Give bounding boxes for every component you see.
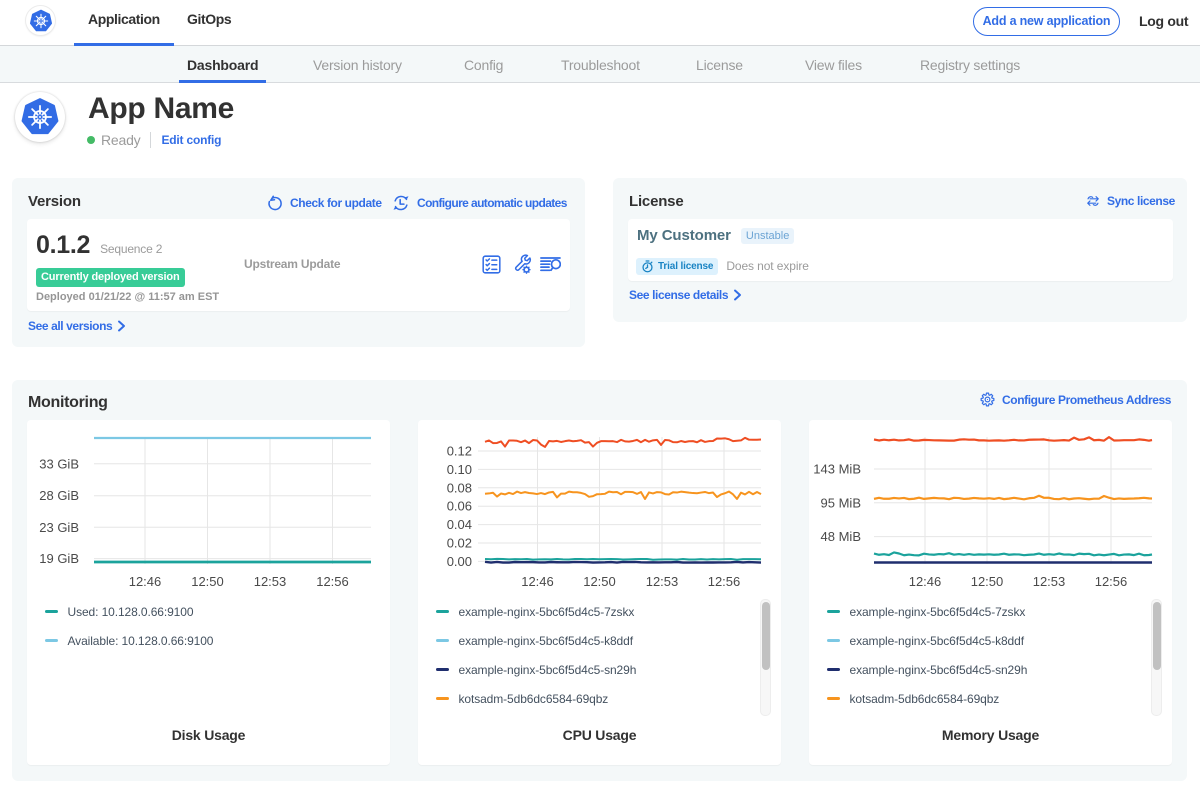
svg-text:48 MiB: 48 MiB — [821, 529, 861, 544]
svg-text:12:50: 12:50 — [971, 574, 1004, 589]
svg-text:23 GiB: 23 GiB — [39, 520, 79, 535]
svg-text:12:46: 12:46 — [129, 574, 162, 589]
svg-text:0.06: 0.06 — [447, 499, 472, 514]
svg-text:143 MiB: 143 MiB — [813, 462, 861, 477]
svg-text:12:56: 12:56 — [316, 574, 349, 589]
svg-text:12:46: 12:46 — [521, 574, 554, 589]
svg-text:12:53: 12:53 — [1033, 574, 1066, 589]
svg-text:12:53: 12:53 — [254, 574, 287, 589]
svg-text:12:50: 12:50 — [191, 574, 224, 589]
svg-text:12:56: 12:56 — [708, 574, 741, 589]
svg-text:19 GiB: 19 GiB — [39, 551, 79, 566]
svg-text:12:56: 12:56 — [1095, 574, 1128, 589]
svg-text:95 MiB: 95 MiB — [821, 495, 861, 510]
svg-text:0.10: 0.10 — [447, 462, 472, 477]
svg-text:12:53: 12:53 — [646, 574, 679, 589]
svg-text:28 GiB: 28 GiB — [39, 488, 79, 503]
svg-text:0.12: 0.12 — [447, 444, 472, 459]
svg-text:12:50: 12:50 — [583, 574, 616, 589]
svg-text:0.02: 0.02 — [447, 536, 472, 551]
svg-text:0.00: 0.00 — [447, 554, 472, 569]
svg-text:33 GiB: 33 GiB — [39, 456, 79, 471]
svg-text:12:46: 12:46 — [909, 574, 942, 589]
svg-text:0.04: 0.04 — [447, 517, 472, 532]
svg-text:0.08: 0.08 — [447, 480, 472, 495]
